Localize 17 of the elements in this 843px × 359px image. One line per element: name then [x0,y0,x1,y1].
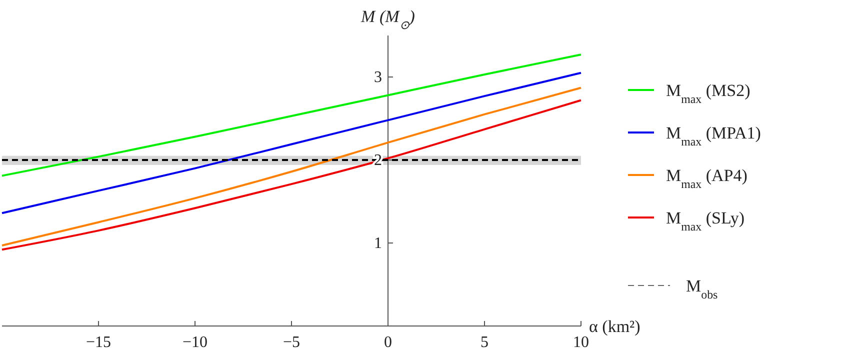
legend-label: M$_{obs}$ [686,276,718,302]
x-tick-label: 5 [480,334,488,351]
line-series [1,72,582,214]
x-tick-label: −15 [86,334,112,351]
x-tick-label: −10 [182,334,208,351]
x-tick-label: −5 [282,334,300,351]
y-tick-label: 3 [374,69,382,86]
x-axis-title: α (km²) [589,317,640,336]
line-series [1,54,582,177]
legend-label: M$_{max}$ (AP4) [666,166,748,191]
y-tick-label: 1 [374,235,382,252]
legend-label: M$_{max}$ (MS2) [666,81,750,106]
x-tick-label: 0 [384,334,392,351]
y-axis-title: M (M$_{⊙}$) [360,7,416,32]
legend-label: M$_{max}$ (MPA1) [666,124,761,148]
legend-label: M$_{max}$ (SLy) [666,208,745,234]
x-tick-label: 10 [573,334,589,351]
